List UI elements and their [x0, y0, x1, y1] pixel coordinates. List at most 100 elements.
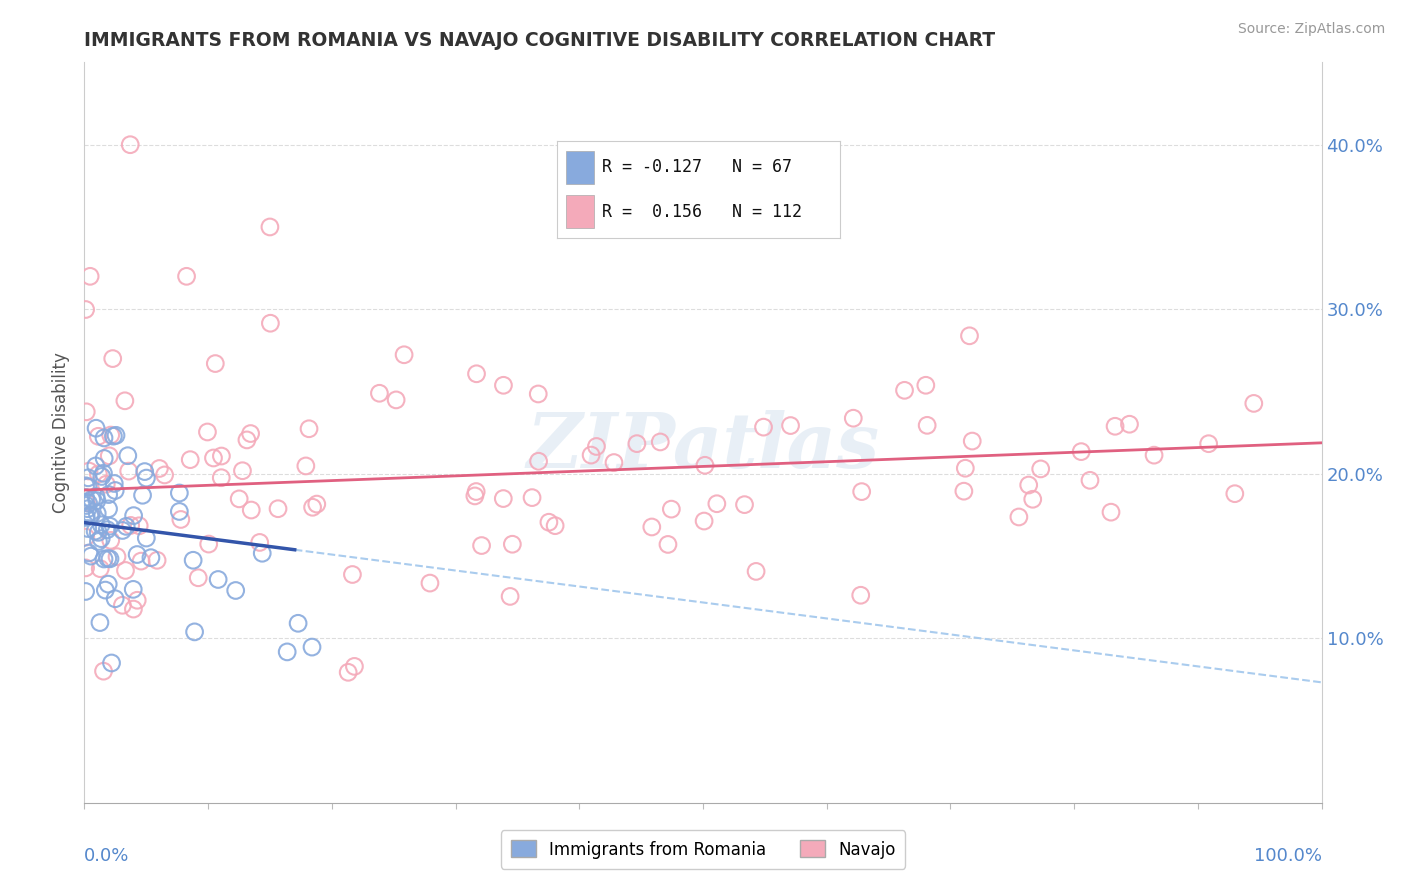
Point [128, 518, 150, 533]
Point [298, 422, 321, 436]
Point [120, 137, 142, 152]
Point [84, 421, 107, 435]
Point [209, 471, 232, 485]
Point [187, 571, 209, 585]
Point [75, 510, 97, 524]
Point [131, 488, 153, 502]
Point [197, 425, 219, 439]
Point [98, 519, 121, 533]
Point [135, 471, 157, 485]
Point [305, 497, 328, 511]
Point [202, 450, 225, 465]
Point [80, 508, 103, 522]
Point [228, 491, 250, 506]
Point [955, 461, 977, 475]
Point [77, 496, 100, 510]
Point [93, 552, 115, 566]
Point [752, 420, 775, 434]
Point [114, 564, 136, 578]
Point [122, 582, 145, 597]
Bar [565, 195, 593, 228]
Point [77, 471, 100, 485]
Point [84, 490, 107, 504]
Point [93, 467, 115, 481]
Point [90, 517, 112, 532]
Point [84, 458, 107, 473]
Point [276, 645, 298, 659]
Point [146, 553, 169, 567]
Point [544, 518, 567, 533]
Point [122, 508, 145, 523]
Point [197, 537, 219, 551]
Point [657, 537, 679, 551]
Point [104, 483, 127, 498]
Point [101, 351, 124, 366]
Point [1099, 505, 1122, 519]
Point [127, 548, 149, 562]
Point [181, 553, 204, 567]
Point [1029, 462, 1052, 476]
Point [75, 530, 97, 544]
Point [537, 515, 560, 529]
Point [79, 508, 101, 522]
Point [959, 328, 981, 343]
Point [117, 449, 139, 463]
Point [465, 367, 488, 381]
Point [659, 502, 682, 516]
Point [842, 411, 865, 425]
Point [89, 562, 111, 576]
Point [626, 436, 648, 450]
Point [114, 393, 136, 408]
Point [75, 509, 97, 524]
Point [100, 656, 122, 670]
Point [851, 484, 873, 499]
Point [527, 387, 550, 401]
Point [392, 348, 415, 362]
Point [79, 508, 101, 523]
Point [706, 497, 728, 511]
Point [169, 486, 191, 500]
Point [342, 567, 364, 582]
Point [93, 451, 115, 466]
Point [86, 493, 108, 508]
Point [501, 537, 523, 551]
Point [465, 484, 488, 499]
Text: Source: ZipAtlas.com: Source: ZipAtlas.com [1237, 22, 1385, 37]
Point [779, 418, 801, 433]
Point [249, 535, 271, 549]
Text: IMMIGRANTS FROM ROMANIA VS NAVAJO COGNITIVE DISABILITY CORRELATION CHART: IMMIGRANTS FROM ROMANIA VS NAVAJO COGNIT… [84, 30, 995, 50]
Point [118, 464, 141, 478]
Point [337, 665, 360, 680]
Point [87, 467, 110, 481]
Point [343, 659, 366, 673]
Point [915, 418, 938, 433]
Point [527, 454, 550, 468]
Point [75, 491, 97, 505]
Point [693, 458, 716, 473]
Point [86, 506, 108, 520]
Point [122, 602, 145, 616]
Point [745, 565, 768, 579]
Point [75, 499, 97, 513]
Point [849, 588, 872, 602]
Point [97, 501, 120, 516]
Point [97, 577, 120, 591]
Point [75, 405, 97, 419]
Point [76, 501, 98, 516]
Point [236, 433, 259, 447]
Point [240, 503, 263, 517]
Point [79, 269, 101, 284]
Point [499, 590, 522, 604]
Point [207, 573, 229, 587]
Point [259, 219, 281, 234]
Point [75, 561, 97, 575]
Point [134, 465, 156, 479]
Point [239, 426, 262, 441]
Point [1078, 473, 1101, 487]
Point [1118, 417, 1140, 432]
Point [77, 546, 100, 560]
Point [87, 534, 110, 549]
Point [169, 504, 191, 518]
Point [120, 518, 142, 533]
Point [1143, 448, 1166, 462]
